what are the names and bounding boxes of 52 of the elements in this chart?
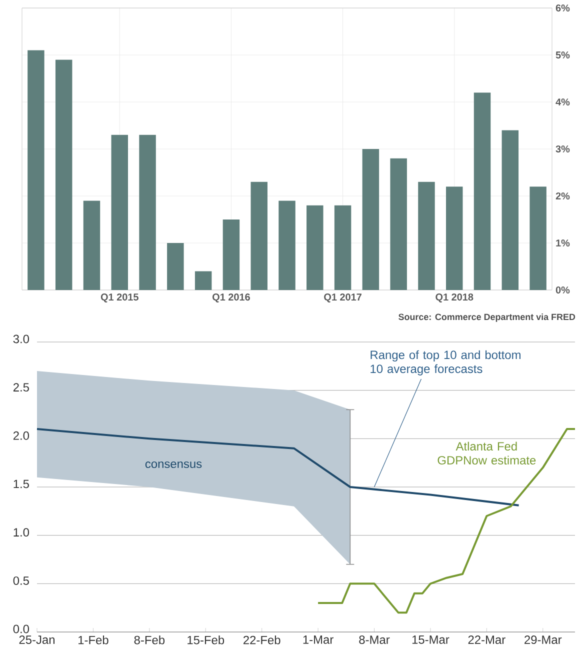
x-tick-label: 8-Mar	[359, 636, 390, 644]
y-tick-label: 6%	[556, 4, 570, 12]
bar	[250, 182, 268, 290]
bar	[334, 205, 352, 290]
bar	[474, 92, 491, 290]
bar	[139, 134, 156, 290]
line-series	[317, 428, 576, 614]
x-tick-label: 8-Feb	[134, 636, 165, 644]
y-tick-label: 0.0	[13, 624, 30, 634]
x-tick-label: Q1 2016	[212, 294, 250, 302]
y-tick-label: 3.0	[13, 334, 30, 344]
y-tick-label: 2.5	[13, 383, 29, 392]
x-tick-label: Q1 2015	[100, 294, 138, 302]
y-tick-label: 5%	[556, 51, 570, 59]
y-tick-label: 1.5	[14, 480, 29, 488]
x-tick-label: 15-Mar	[412, 636, 450, 644]
y-tick-label: 3%	[556, 145, 570, 153]
y-tick-label: 0.5	[13, 576, 29, 585]
y-tick-label: 1%	[556, 239, 570, 246]
x-tick-label: 29-Mar	[524, 636, 562, 644]
bar	[390, 158, 407, 290]
bar	[55, 60, 72, 290]
bar	[111, 134, 128, 290]
x-tick-label: 15-Feb	[188, 636, 224, 644]
bar	[222, 219, 240, 290]
x-tick-label: 1-Feb	[78, 636, 108, 644]
x-tick-label: 22-Mar	[468, 636, 506, 644]
y-tick-label: 2%	[556, 192, 570, 200]
x-tick-label: 25-Jan	[19, 636, 54, 644]
bar	[446, 186, 463, 290]
bar	[502, 130, 519, 290]
bar	[28, 50, 44, 290]
y-tick-label: 0%	[556, 286, 570, 294]
bar	[167, 242, 184, 290]
bar	[83, 200, 100, 290]
x-tick-label: 22-Feb	[243, 636, 280, 644]
bar	[278, 200, 296, 290]
annotation: Range of top 10 and bottom 10 average forecasts	[370, 350, 520, 376]
x-tick-label: Q1 2018	[436, 294, 474, 302]
bar	[194, 271, 212, 290]
y-tick-label: 1.0	[14, 528, 30, 537]
series-label: consensus	[145, 461, 202, 468]
bar	[530, 186, 546, 290]
y-tick-label: 4%	[556, 98, 570, 106]
x-tick-label: Q1 2017	[324, 294, 362, 302]
y-tick-label: 2.0	[13, 431, 30, 440]
x-tick-label: 1-Mar	[303, 636, 334, 644]
bar	[306, 205, 324, 290]
source-note: Source: Commerce Department via FRED	[398, 314, 576, 322]
series-label: Atlanta Fed GDPNow estimate	[438, 442, 536, 465]
bar	[362, 148, 380, 290]
bar	[418, 182, 435, 290]
